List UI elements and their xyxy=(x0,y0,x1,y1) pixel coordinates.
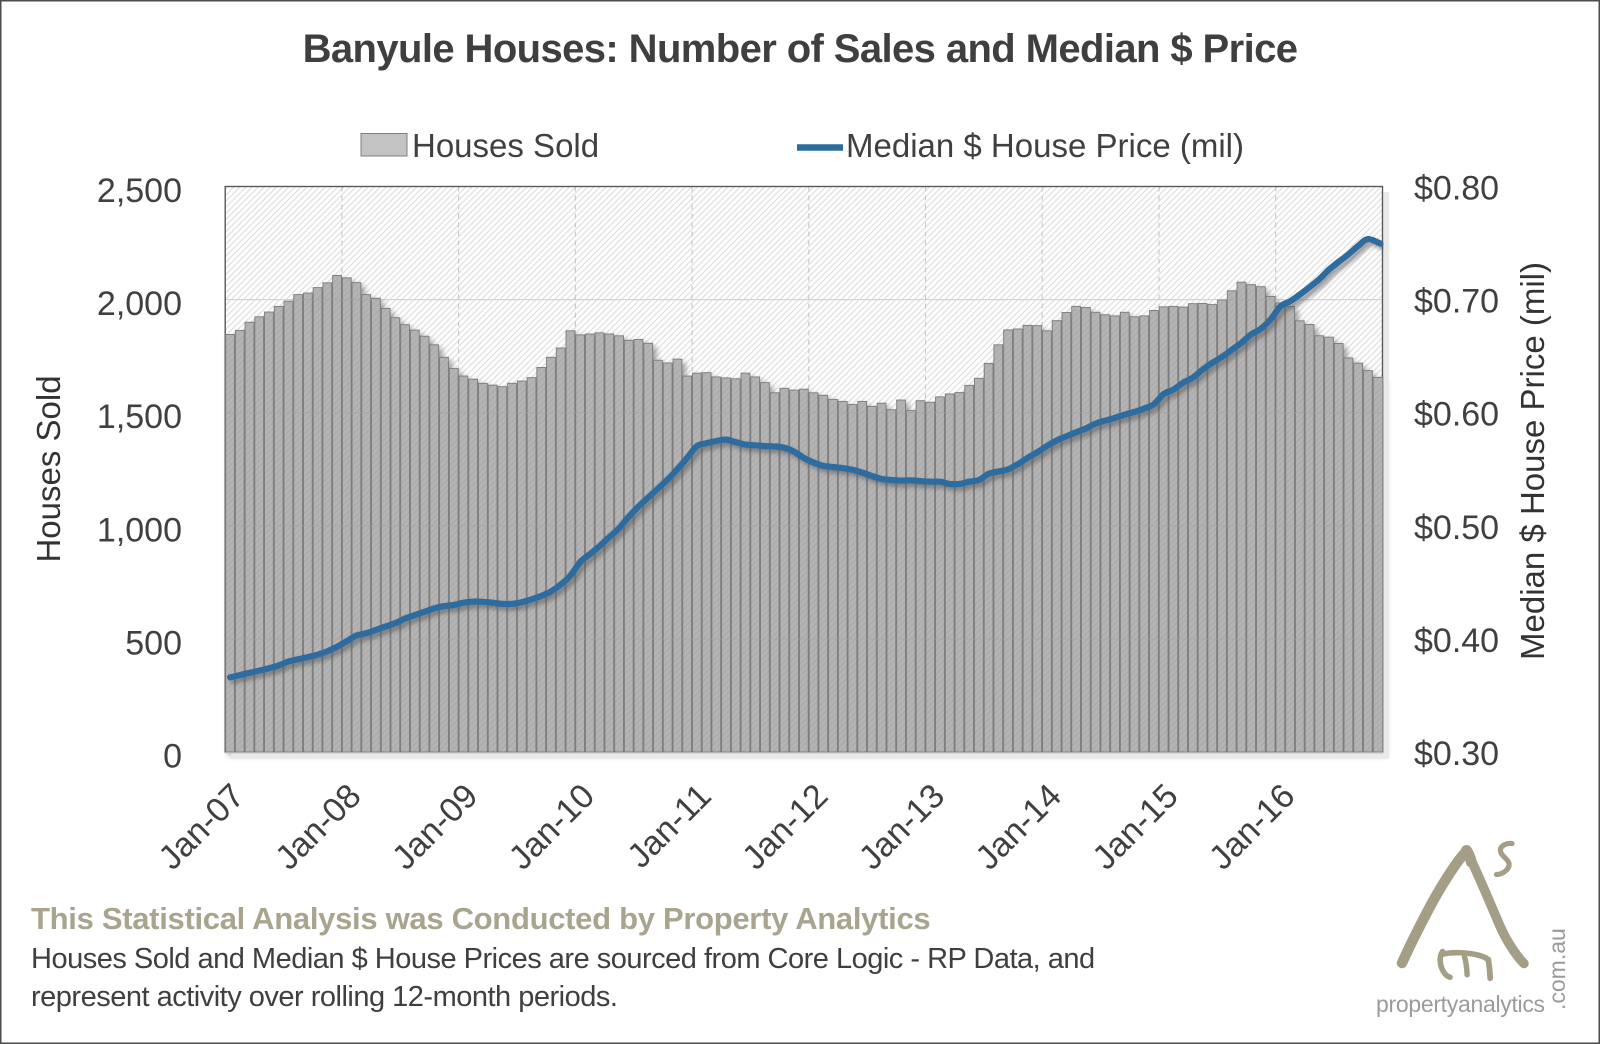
svg-text:$0.50: $0.50 xyxy=(1414,509,1499,547)
svg-text:.com.au: .com.au xyxy=(1544,928,1570,1010)
svg-text:$0.30: $0.30 xyxy=(1414,735,1499,773)
svg-text:1,000: 1,000 xyxy=(97,511,182,549)
svg-text:500: 500 xyxy=(125,624,182,662)
svg-text:1,500: 1,500 xyxy=(97,398,182,436)
svg-text:This Statistical Analysis was: This Statistical Analysis was Conducted … xyxy=(31,901,930,936)
svg-text:0: 0 xyxy=(163,738,182,776)
svg-text:Median $ House Price (mil): Median $ House Price (mil) xyxy=(1514,262,1551,660)
svg-text:Median $ House Price (mil): Median $ House Price (mil) xyxy=(846,127,1244,164)
svg-text:propertyanalytics: propertyanalytics xyxy=(1376,991,1545,1017)
svg-text:2,500: 2,500 xyxy=(97,172,182,210)
svg-text:Houses Sold: Houses Sold xyxy=(30,375,67,562)
svg-text:$0.80: $0.80 xyxy=(1414,170,1499,208)
svg-text:$0.40: $0.40 xyxy=(1414,622,1499,660)
svg-text:Houses Sold and Median $ House: Houses Sold and Median $ House Prices ar… xyxy=(31,943,1095,975)
svg-text:2,000: 2,000 xyxy=(97,285,182,323)
svg-text:represent activity over rollin: represent activity over rolling 12-month… xyxy=(31,981,617,1013)
svg-text:Banyule Houses: Number of Sale: Banyule Houses: Number of Sales and Medi… xyxy=(303,27,1298,71)
svg-text:Houses Sold: Houses Sold xyxy=(412,127,599,164)
svg-text:$0.70: $0.70 xyxy=(1414,283,1499,321)
svg-text:$0.60: $0.60 xyxy=(1414,396,1499,434)
